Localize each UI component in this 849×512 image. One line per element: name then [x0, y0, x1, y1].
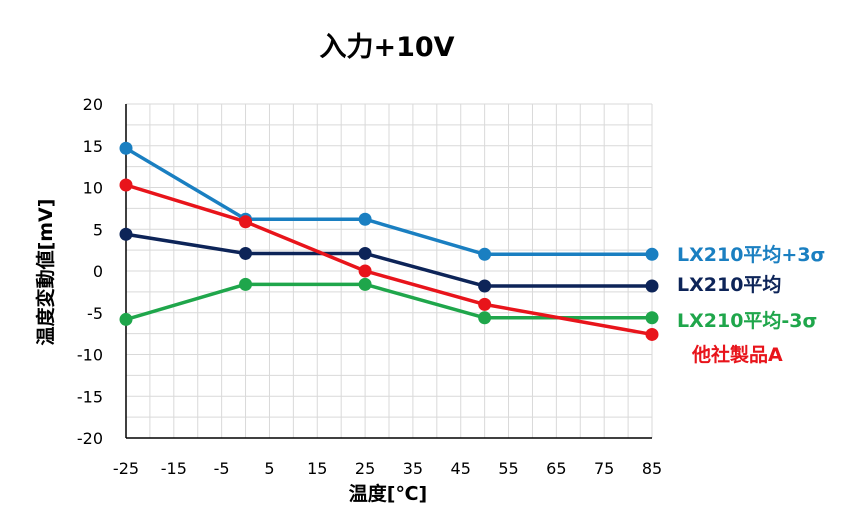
- x-axis-label: 温度[℃]: [349, 482, 427, 505]
- data-point: [478, 297, 492, 311]
- axes: [125, 104, 652, 439]
- data-point: [119, 312, 133, 326]
- data-point: [645, 247, 659, 261]
- data-point: [119, 178, 133, 192]
- x-tick-labels: -25 -15 -5 5 15 25 35 45 55 65 75 85: [113, 459, 662, 478]
- data-point: [478, 311, 492, 325]
- x-tick-label: 75: [594, 459, 614, 478]
- data-point: [645, 279, 659, 293]
- x-tick-label: 65: [546, 459, 566, 478]
- data-point: [239, 277, 253, 291]
- series-label: LX210平均+3σ: [677, 243, 825, 266]
- data-point: [645, 327, 659, 341]
- x-tick-label: 15: [307, 459, 327, 478]
- series-label: 他社製品A: [691, 343, 783, 366]
- x-tick-label: -15: [161, 459, 187, 478]
- grid: [125, 103, 653, 439]
- y-tick-label: -10: [77, 346, 103, 365]
- data-point: [478, 279, 492, 293]
- y-axis-label: 温度変動値[mV]: [34, 199, 57, 346]
- y-tick-label: 0: [93, 262, 103, 281]
- data-point: [358, 264, 372, 278]
- data-point: [478, 247, 492, 261]
- x-tick-label: 5: [264, 459, 274, 478]
- x-tick-label: 45: [451, 459, 471, 478]
- series-labels: LX210平均+3σ LX210平均 LX210平均-3σ 他社製品A: [677, 243, 825, 366]
- x-tick-label: 25: [355, 459, 375, 478]
- y-tick-label: -20: [77, 429, 103, 448]
- series-label: LX210平均: [677, 273, 781, 296]
- x-tick-label: 85: [642, 459, 662, 478]
- series-label: LX210平均-3σ: [677, 309, 817, 332]
- y-tick-label: 10: [83, 179, 103, 198]
- chart-title: 入力+10V: [319, 32, 454, 63]
- y-tick-labels: 20 15 10 5 0 -5 -10 -15 -20: [77, 95, 103, 448]
- data-point: [645, 311, 659, 325]
- y-tick-label: 20: [83, 95, 103, 114]
- series-group: [119, 141, 659, 341]
- x-tick-label: -5: [214, 459, 230, 478]
- y-tick-label: -15: [77, 387, 103, 406]
- data-point: [239, 215, 253, 229]
- x-tick-label: 35: [403, 459, 423, 478]
- y-tick-label: 5: [93, 220, 103, 239]
- x-tick-label: -25: [113, 459, 139, 478]
- data-point: [119, 141, 133, 155]
- y-tick-label: 15: [83, 137, 103, 156]
- data-point: [239, 246, 253, 260]
- data-point: [358, 212, 372, 226]
- x-tick-label: 55: [498, 459, 518, 478]
- data-point: [358, 246, 372, 260]
- data-point: [119, 227, 133, 241]
- y-tick-label: -5: [87, 304, 103, 323]
- data-point: [358, 277, 372, 291]
